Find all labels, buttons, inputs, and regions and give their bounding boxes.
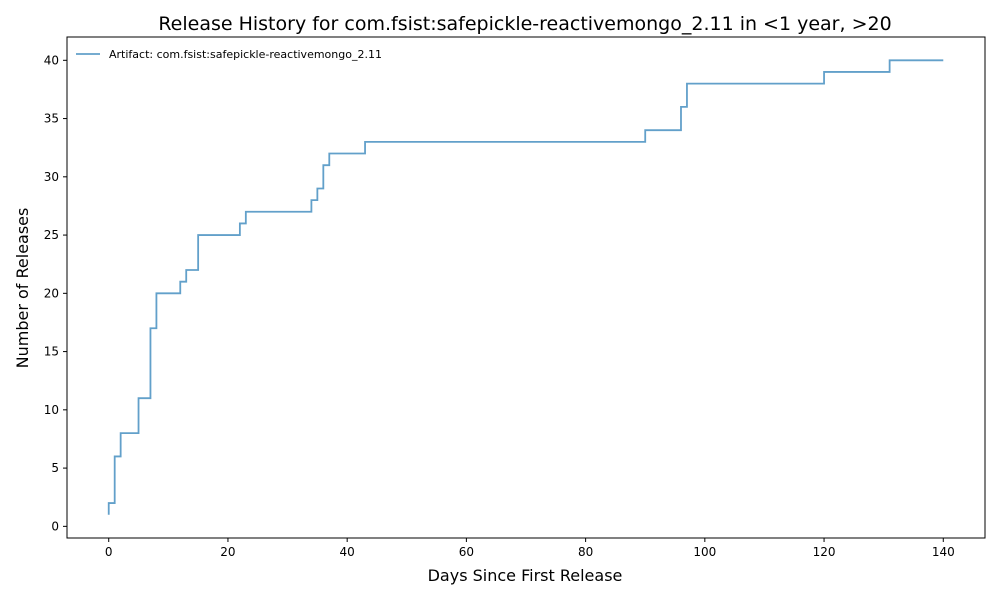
x-axis-ticks: 0 20 40 60 80 100 120 140 — [105, 538, 955, 559]
x-tick-label: 40 — [340, 545, 355, 559]
y-tick-label: 0 — [51, 519, 59, 533]
y-tick-label: 30 — [44, 170, 59, 184]
x-tick-label: 100 — [693, 545, 716, 559]
plot-frame — [66, 36, 986, 539]
x-axis-title: Days Since First Release — [428, 566, 623, 585]
legend-label: Artifact: com.fsist:safepickle-reactivem… — [109, 48, 382, 61]
x-tick-label: 120 — [813, 545, 836, 559]
y-tick-label: 35 — [44, 112, 59, 126]
y-axis-ticks: 0 5 10 15 20 25 30 35 40 — [44, 53, 67, 533]
legend: Artifact: com.fsist:safepickle-reactivem… — [76, 48, 382, 61]
x-tick-label: 0 — [105, 545, 113, 559]
y-axis-title: Number of Releases — [13, 208, 32, 369]
series-line-step — [107, 59, 944, 515]
y-tick-label: 20 — [44, 286, 59, 300]
y-tick-label: 15 — [44, 345, 59, 359]
x-tick-label: 80 — [578, 545, 593, 559]
y-tick-label: 5 — [51, 461, 59, 475]
chart-title: Release History for com.fsist:safepickle… — [158, 13, 891, 35]
x-tick-label: 60 — [459, 545, 474, 559]
y-tick-label: 40 — [44, 53, 59, 67]
y-tick-label: 10 — [44, 403, 59, 417]
x-tick-label: 140 — [932, 545, 955, 559]
y-tick-label: 25 — [44, 228, 59, 242]
plot-area — [107, 59, 944, 515]
x-tick-label: 20 — [220, 545, 235, 559]
